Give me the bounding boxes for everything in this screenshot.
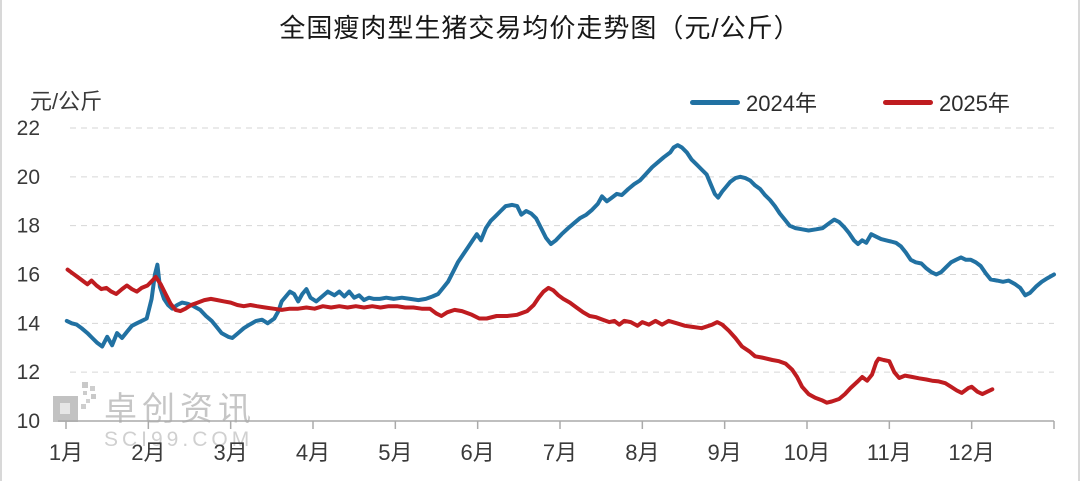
series-line-2024 (64, 143, 1056, 349)
x-tick-label: 1月 (49, 440, 83, 465)
y-tick-label: 20 (17, 166, 40, 189)
x-tick-label: 11月 (867, 440, 912, 465)
y-tick-label: 16 (17, 264, 40, 287)
series-line-2025 (65, 267, 995, 405)
y-tick-label: 14 (17, 312, 41, 335)
x-tick-label: 7月 (543, 440, 577, 465)
y-tick-label: 10 (17, 410, 40, 433)
legend-swatch-2025-icon (882, 99, 933, 105)
y-axis-unit-label: 元/公斤 (30, 89, 103, 114)
x-tick-label: 8月 (625, 440, 659, 465)
x-tick-label: 2月 (131, 440, 165, 465)
x-tick-label: 3月 (214, 440, 248, 465)
legend-item-2024: 2024年 (690, 86, 817, 118)
x-tick-label: 4月 (296, 440, 330, 465)
y-tick-label: 18 (17, 215, 40, 238)
y-tick-label: 12 (17, 361, 40, 384)
legend-swatch-2024-icon (690, 99, 740, 105)
watermark-site: SCI99.COM (104, 428, 254, 451)
x-tick-label: 5月 (378, 440, 412, 465)
legend-item-2025: 2025年 (882, 86, 1010, 118)
chart-title: 全国瘦肉型生猪交易均价走势图（元/公斤） (279, 13, 801, 43)
x-tick-label: 10月 (784, 440, 830, 465)
sci99-logo-icon (52, 380, 98, 431)
x-tick-label: 12月 (948, 440, 994, 465)
legend-label-2024: 2024年 (746, 91, 817, 116)
legend-label-2025: 2025年 (938, 91, 1010, 116)
y-tick-label: 22 (17, 117, 40, 140)
legend: 2024年 2025年 (690, 86, 1010, 118)
x-tick-label: 9月 (708, 440, 742, 465)
x-tick-label: 6月 (461, 440, 495, 465)
